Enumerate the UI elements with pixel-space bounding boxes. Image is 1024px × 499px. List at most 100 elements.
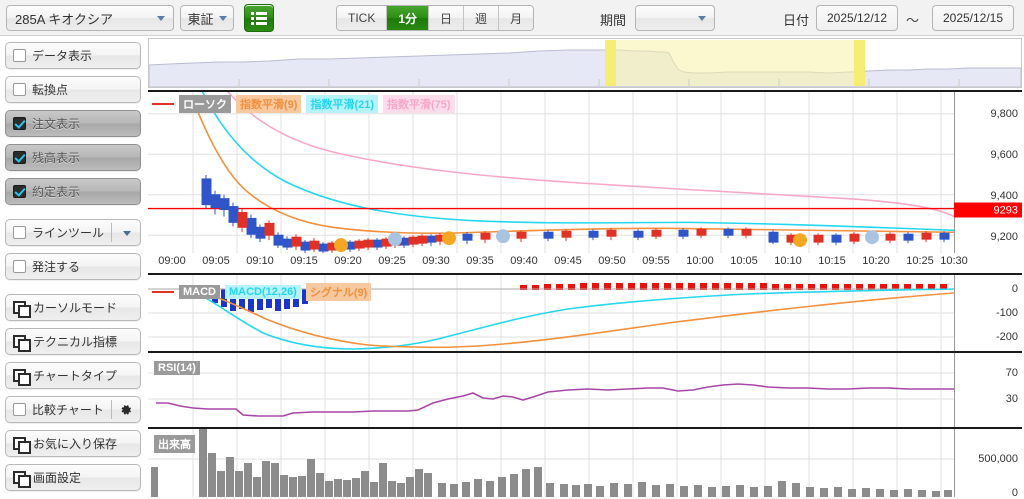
navigator-selection [605,40,865,86]
window-icon [13,301,31,318]
rsi-plot [148,353,954,427]
chevron-down-icon [698,15,706,21]
sidebar-label: データ表示 [32,49,93,63]
sidebar-label: テクニカル指標 [33,335,118,349]
time-tick: 10:10 [774,255,802,267]
chevron-down-icon [218,15,227,21]
macd-panel[interactable]: MACD MACD(12,26) シグナル(9) [148,275,1022,351]
interval-month[interactable]: 月 [499,6,534,30]
chart-panels: ローソク 指数平滑(9) 指数平滑(21) 指数平滑(75) [148,90,1022,497]
sidebar-label: 残高表示 [32,151,81,165]
divider [111,223,112,242]
navigator-handle-left [605,40,616,86]
time-tick: 10:30 [940,255,968,267]
sidebar-item-chart-type[interactable]: チャートタイプ [5,362,141,389]
gear-icon[interactable] [119,403,133,417]
time-tick: 10:00 [686,255,714,267]
checkbox-unchecked[interactable] [13,403,26,416]
time-tick: 09:40 [510,255,538,267]
volume-axis: 500,000 0 [954,429,1022,497]
volume-bars [151,429,952,497]
time-tick: 09:25 [378,255,406,267]
time-tick: 09:35 [466,255,494,267]
date-label: 日付 [783,13,810,28]
market-label: 東証 [187,11,214,27]
time-tick: 09:30 [422,255,450,267]
panel-divider [148,351,1022,353]
time-tick: 09:15 [290,255,318,267]
date-to-input[interactable]: 2025/12/15 [932,5,1014,31]
macd-tick: -100 [995,307,1018,319]
price-tick: 9,600 [990,149,1018,161]
chart-navigator[interactable] [148,38,1022,88]
time-tick: 09:00 [158,255,186,267]
time-tick: 09:10 [246,255,274,267]
sidebar-item-cursor-mode[interactable]: カーソルモード [5,294,141,321]
sidebar-label: 発注する [32,260,81,274]
rsi-tick: 70 [1005,367,1018,379]
price-tick: 9,200 [990,231,1018,243]
market-selector[interactable]: 東証 [180,5,234,31]
sidebar-item-line-tool[interactable]: ラインツール [5,219,141,246]
time-tick: 09:45 [554,255,582,267]
navigator-handle-right [854,40,865,86]
navigator-overview [149,39,1021,87]
interval-1min[interactable]: 1分 [387,6,430,30]
period-label: 期間 [600,13,627,28]
symbol-selector[interactable]: 285A キオクシア [6,5,174,31]
price-axis: 9,800 9,600 9,400 9,200 9293 [954,92,1022,253]
interval-week[interactable]: 週 [464,6,500,30]
time-tick: 09:05 [202,255,230,267]
rsi-panel[interactable]: RSI(14) [148,353,1022,427]
sidebar-item-technical-indicator[interactable]: テクニカル指標 [5,328,141,355]
sidebar-item-turning-point[interactable]: 転換点 [5,76,141,103]
list-icon [251,11,267,25]
macd-histogram-positive [520,283,947,290]
checkbox-checked[interactable] [13,151,26,164]
window-icon [13,369,31,386]
time-tick: 09:20 [334,255,362,267]
symbol-label: 285A キオクシア [15,11,113,27]
sidebar-item-data-display[interactable]: データ表示 [5,42,141,69]
sidebar-label: お気に入り保存 [33,437,118,451]
checkbox-unchecked[interactable] [13,83,26,96]
macd-tick: -200 [995,331,1018,343]
checkbox-unchecked[interactable] [13,226,26,239]
period-selector[interactable] [635,5,715,31]
interval-day[interactable]: 日 [429,6,465,30]
watchlist-button[interactable] [244,4,274,32]
chevron-down-icon[interactable] [123,231,131,236]
date-from-input[interactable]: 2025/12/12 [816,5,898,31]
checkbox-checked[interactable] [13,185,26,198]
sidebar-item-save-favorite[interactable]: お気に入り保存 [5,430,141,457]
top-toolbar: 285A キオクシア 東証 TICK 1分 日 週 月 期間 日付 [0,0,1024,36]
panel-divider [148,427,1022,429]
fill-marker [865,230,879,245]
sidebar-item-screen-settings[interactable]: 画面設定 [5,464,141,491]
price-panel[interactable]: ローソク 指数平滑(9) 指数平滑(21) 指数平滑(75) [148,90,1022,253]
sidebar-item-execution-display[interactable]: 約定表示 [5,178,141,205]
rsi-axis: 70 30 [954,353,1022,427]
window-icon [13,471,31,488]
sidebar-label: ラインツール [32,226,105,240]
checkbox-unchecked[interactable] [13,260,26,273]
fill-marker [496,229,510,244]
sidebar-item-balance-display[interactable]: 残高表示 [5,144,141,171]
date-separator: ～ [906,13,920,28]
checkbox-checked[interactable] [13,117,26,130]
current-price-badge: 9293 [954,202,1022,218]
left-sidebar: データ表示 転換点 注文表示 残高表示 約定表示 ラインツール 発注する [0,36,146,499]
sidebar-item-order-display[interactable]: 注文表示 [5,110,141,137]
time-axis: 09:00 09:05 09:10 09:15 09:20 09:25 09:3… [148,253,968,271]
order-marker [793,233,807,248]
sidebar-item-comparison-chart[interactable]: 比較チャート [5,396,141,423]
sidebar-item-place-order[interactable]: 発注する [5,253,141,280]
interval-tick[interactable]: TICK [337,6,388,30]
volume-panel[interactable]: 出来高 [148,429,1022,497]
time-tick: 09:50 [598,255,626,267]
macd-plot [148,275,954,351]
window-icon [13,437,31,454]
sidebar-label: 約定表示 [32,185,81,199]
checkbox-unchecked[interactable] [13,49,26,62]
